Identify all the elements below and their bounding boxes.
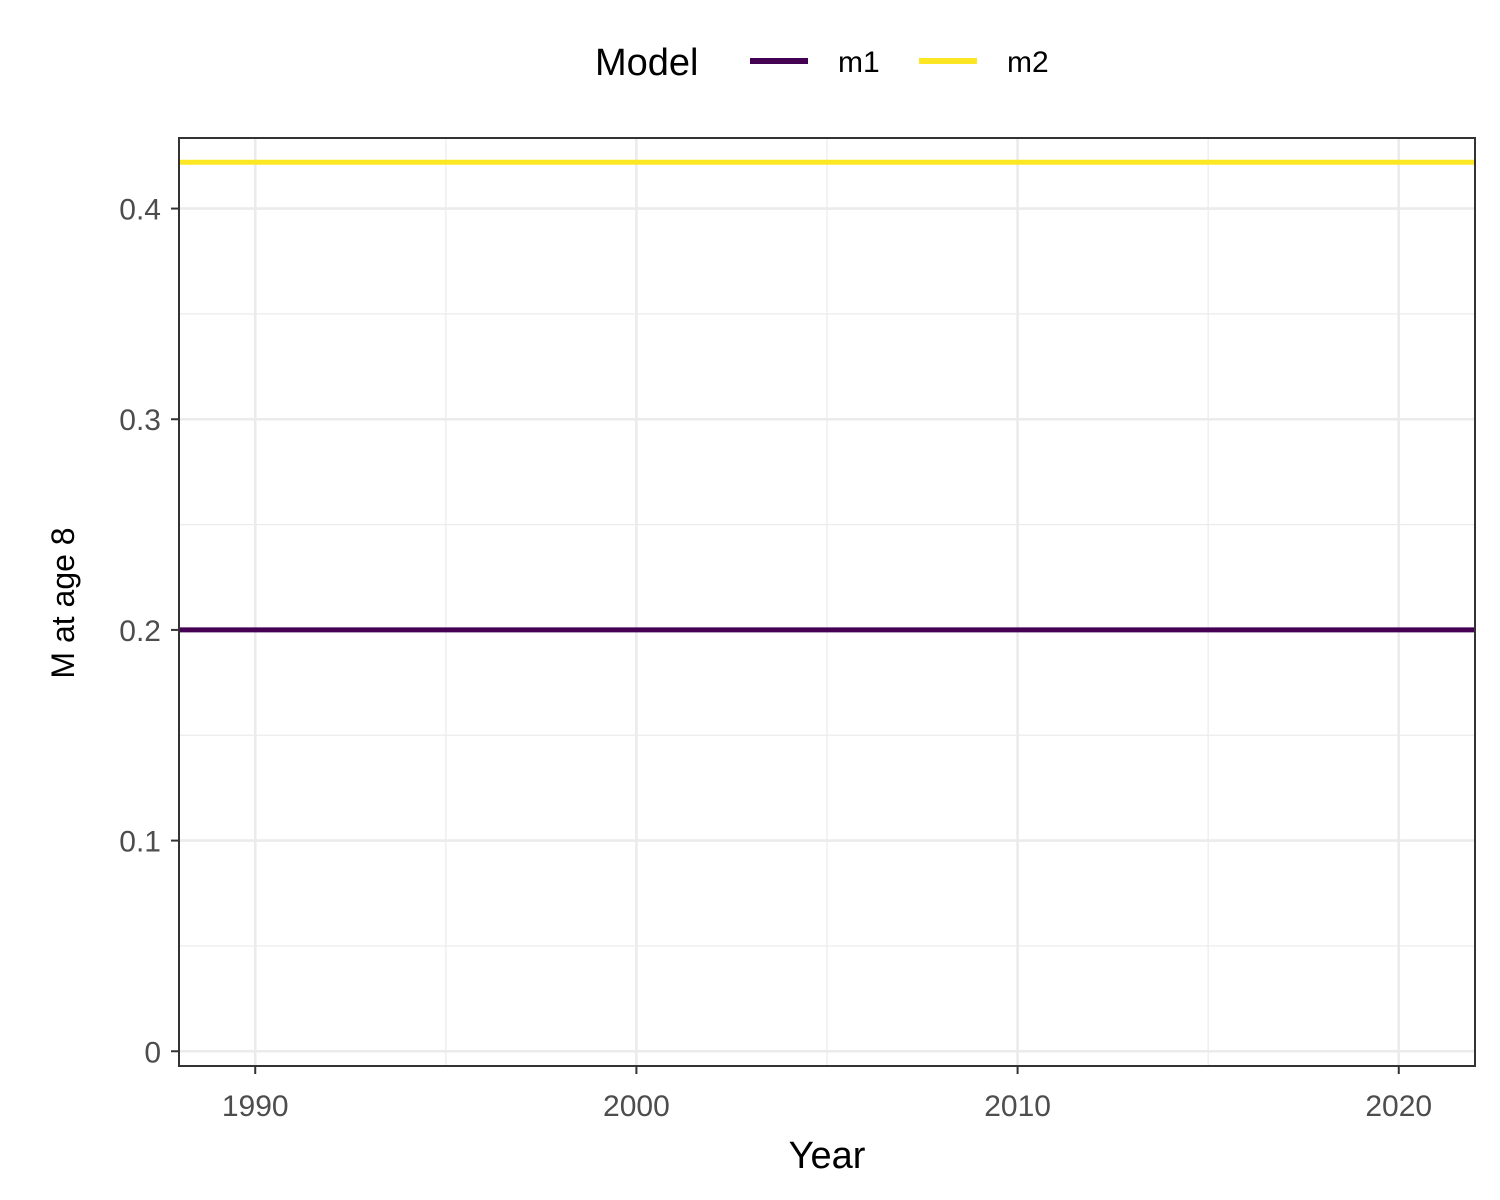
x-tick-label: 1990 (222, 1090, 289, 1123)
x-tick-label: 2010 (984, 1090, 1051, 1123)
y-axis: 0 0.1 0.2 0.3 0.4 (119, 194, 179, 1069)
y-tick-label: 0.4 (119, 194, 161, 227)
minor-gridlines (179, 138, 1475, 1066)
x-tick-label: 2020 (1365, 1090, 1432, 1123)
x-tick-label: 2000 (603, 1090, 670, 1123)
y-axis-title: M at age 8 (45, 527, 81, 678)
x-axis-title: Year (789, 1135, 866, 1177)
panel-border (178, 137, 1476, 1067)
legend: Model m1 m2 (595, 42, 1049, 84)
y-tick-label: 0.2 (119, 615, 161, 648)
legend-title: Model (595, 42, 699, 84)
legend-label-m2: m2 (1007, 46, 1049, 79)
series-layer (179, 159, 1475, 633)
x-axis: 1990 2000 2010 2020 (222, 1066, 1432, 1123)
y-tick-label: 0 (144, 1036, 161, 1069)
y-tick-label: 0.1 (119, 826, 161, 859)
legend-label-m1: m1 (838, 46, 880, 79)
y-tick-label: 0.3 (119, 404, 161, 437)
